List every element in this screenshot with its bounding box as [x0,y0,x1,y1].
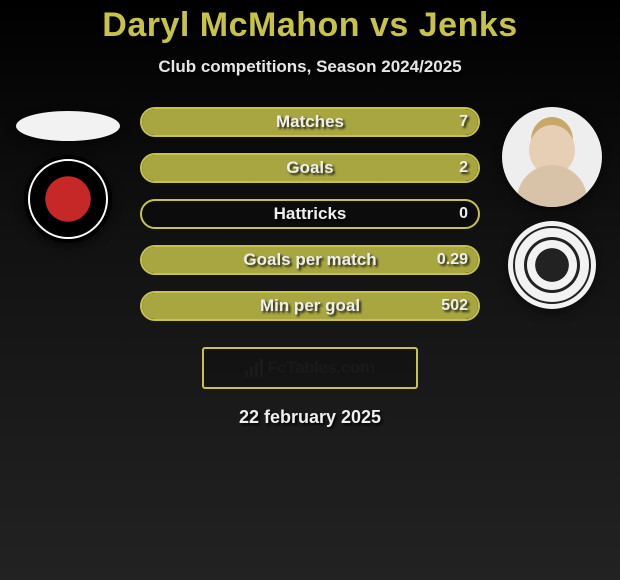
right-player-portrait [502,107,602,207]
brand-box[interactable]: FcTables.com [202,347,418,389]
brand-text: FcTables.com [267,358,374,378]
bar-chart-icon [245,359,263,377]
stat-bar: Min per goal 502 [140,291,480,321]
stat-value-right: 0 [459,205,468,223]
stat-bar: Matches 7 [140,107,480,137]
stat-label: Goals [286,158,333,178]
stat-bar: Goals 2 [140,153,480,183]
page-subtitle: Club competitions, Season 2024/2025 [0,57,620,77]
stat-value-right: 502 [441,297,468,315]
right-club-crest-icon [508,221,596,309]
stat-bar: Hattricks 0 [140,199,480,229]
stat-bar: Goals per match 0.29 [140,245,480,275]
brand-logo: FcTables.com [245,358,374,378]
left-player-portrait [16,111,120,141]
comparison-date: 22 february 2025 [239,407,381,428]
left-player-column [8,107,128,243]
comparison-card: Daryl McMahon vs Jenks Club competitions… [0,0,620,580]
page-title: Daryl McMahon vs Jenks [0,6,620,45]
stat-label: Matches [276,112,344,132]
left-club-crest-icon [24,155,112,243]
stat-label: Min per goal [260,296,360,316]
stat-value-right: 7 [459,113,468,131]
stat-label: Hattricks [274,204,347,224]
stat-bars: Matches 7 Goals 2 Hattricks 0 Goals per match 0… [140,107,480,337]
stat-label: Goals per match [243,250,376,270]
right-player-column [492,107,612,309]
stat-value-right: 0.29 [437,251,468,269]
stat-value-right: 2 [459,159,468,177]
